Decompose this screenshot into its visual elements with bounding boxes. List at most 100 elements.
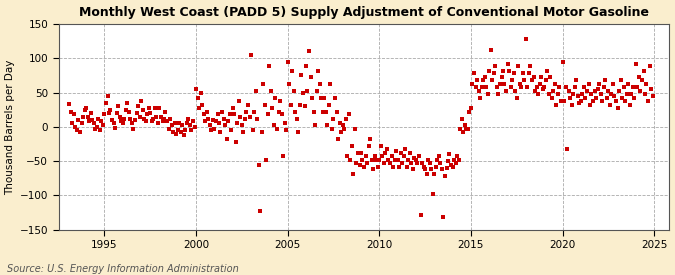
Point bbox=[96, 119, 107, 123]
Point bbox=[435, 160, 446, 165]
Point bbox=[357, 158, 368, 162]
Point bbox=[282, 59, 293, 64]
Point bbox=[126, 121, 137, 126]
Point bbox=[296, 73, 307, 78]
Point bbox=[169, 121, 180, 126]
Point bbox=[299, 104, 310, 108]
Point bbox=[338, 123, 348, 128]
Point bbox=[456, 116, 467, 121]
Point bbox=[212, 112, 223, 117]
Point bbox=[65, 109, 76, 114]
Point bbox=[377, 153, 388, 158]
Point bbox=[227, 105, 238, 110]
Point bbox=[111, 111, 122, 115]
Point bbox=[433, 153, 444, 158]
Point bbox=[557, 59, 568, 64]
Point bbox=[271, 127, 282, 131]
Point bbox=[647, 94, 658, 98]
Point bbox=[439, 174, 450, 178]
Point bbox=[218, 116, 229, 121]
Point bbox=[254, 208, 265, 213]
Point bbox=[116, 119, 127, 123]
Point bbox=[601, 96, 612, 100]
Point bbox=[609, 94, 620, 98]
Point bbox=[379, 160, 389, 165]
Point bbox=[192, 96, 203, 100]
Point bbox=[420, 167, 431, 172]
Point bbox=[416, 160, 427, 165]
Point bbox=[612, 105, 623, 110]
Point bbox=[620, 98, 630, 103]
Point bbox=[313, 68, 324, 73]
Point bbox=[466, 105, 477, 110]
Point bbox=[153, 121, 163, 126]
Point bbox=[247, 128, 258, 133]
Point bbox=[545, 75, 556, 80]
Point bbox=[311, 89, 322, 93]
Point bbox=[363, 144, 374, 148]
Point bbox=[209, 127, 220, 131]
Point bbox=[437, 167, 448, 172]
Point bbox=[460, 123, 470, 128]
Point bbox=[615, 78, 626, 82]
Point bbox=[421, 171, 432, 176]
Point bbox=[333, 137, 344, 141]
Point bbox=[559, 98, 570, 103]
Point bbox=[142, 112, 153, 117]
Point bbox=[102, 94, 113, 98]
Point bbox=[344, 112, 354, 117]
Point bbox=[637, 78, 647, 82]
Point bbox=[583, 82, 594, 86]
Point bbox=[159, 116, 169, 121]
Point bbox=[517, 71, 528, 76]
Point bbox=[504, 68, 514, 73]
Point bbox=[632, 85, 643, 89]
Point bbox=[139, 116, 150, 121]
Point bbox=[531, 85, 542, 89]
Point bbox=[217, 109, 227, 114]
Point bbox=[525, 64, 536, 69]
Point bbox=[177, 123, 188, 128]
Point bbox=[478, 78, 489, 82]
Point bbox=[386, 153, 397, 158]
Point bbox=[230, 140, 241, 144]
Point bbox=[235, 114, 246, 119]
Point bbox=[549, 82, 560, 86]
Point bbox=[438, 215, 449, 220]
Point bbox=[608, 82, 618, 86]
Title: Monthly West Coast (PADD 5) Supply Adjustment of Conventional Motor Gasoline: Monthly West Coast (PADD 5) Supply Adjus… bbox=[79, 6, 649, 18]
Point bbox=[290, 109, 301, 114]
Point bbox=[160, 109, 171, 114]
Point bbox=[163, 127, 174, 131]
Point bbox=[375, 144, 386, 148]
Point bbox=[551, 103, 562, 107]
Point bbox=[458, 130, 468, 134]
Point bbox=[288, 89, 299, 93]
Point bbox=[88, 121, 99, 126]
Point bbox=[109, 126, 120, 130]
Point bbox=[425, 160, 435, 165]
Point bbox=[252, 116, 263, 121]
Point bbox=[121, 108, 132, 112]
Point bbox=[623, 82, 634, 86]
Point bbox=[87, 118, 98, 122]
Point bbox=[578, 85, 589, 89]
Point bbox=[507, 78, 518, 82]
Point bbox=[189, 125, 200, 129]
Point bbox=[265, 89, 276, 93]
Point bbox=[398, 153, 409, 158]
Point bbox=[101, 101, 111, 105]
Point bbox=[404, 151, 415, 155]
Point bbox=[172, 128, 183, 133]
Point bbox=[383, 158, 394, 162]
Point bbox=[566, 103, 577, 107]
Point bbox=[585, 103, 595, 107]
Point bbox=[553, 92, 564, 96]
Point bbox=[468, 71, 479, 76]
Point bbox=[412, 160, 423, 165]
Y-axis label: Thousand Barrels per Day: Thousand Barrels per Day bbox=[5, 59, 16, 194]
Point bbox=[644, 64, 655, 69]
Point bbox=[122, 101, 133, 105]
Point bbox=[539, 85, 549, 89]
Point bbox=[577, 92, 588, 96]
